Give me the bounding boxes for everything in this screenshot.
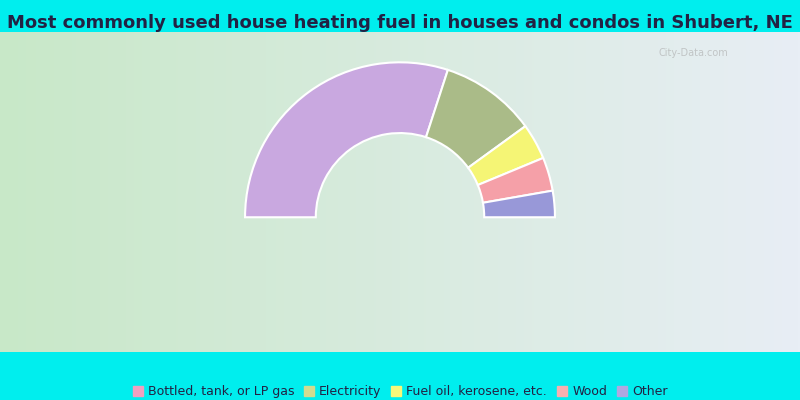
- Wedge shape: [483, 191, 555, 217]
- Text: City-Data.com: City-Data.com: [658, 48, 729, 58]
- Wedge shape: [468, 126, 543, 185]
- Wedge shape: [478, 158, 553, 203]
- Wedge shape: [245, 62, 448, 217]
- Wedge shape: [426, 70, 526, 168]
- Legend: Bottled, tank, or LP gas, Electricity, Fuel oil, kerosene, etc., Wood, Other: Bottled, tank, or LP gas, Electricity, F…: [127, 380, 673, 400]
- Text: Most commonly used house heating fuel in houses and condos in Shubert, NE: Most commonly used house heating fuel in…: [7, 14, 793, 32]
